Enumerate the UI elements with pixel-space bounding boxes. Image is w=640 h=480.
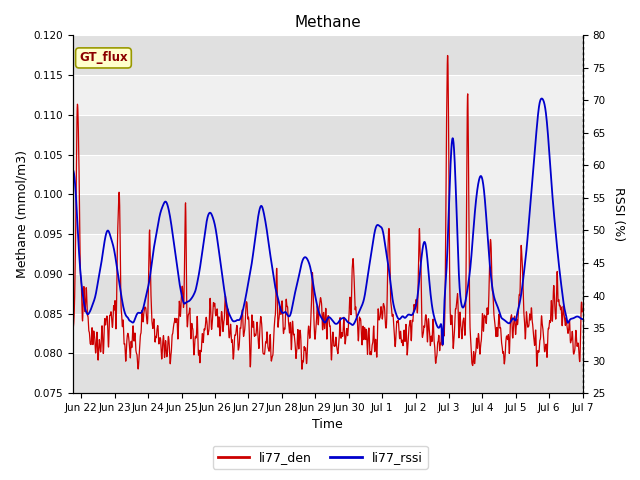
Bar [73, 75, 582, 115]
Y-axis label: Methane (mmol/m3): Methane (mmol/m3) [15, 150, 28, 278]
Bar [73, 313, 582, 353]
Bar [73, 36, 582, 75]
Bar [73, 194, 582, 234]
Y-axis label: RSSI (%): RSSI (%) [612, 187, 625, 241]
Bar [73, 234, 582, 274]
Bar [73, 274, 582, 313]
Text: GT_flux: GT_flux [79, 51, 128, 64]
X-axis label: Time: Time [312, 419, 343, 432]
Bar [73, 115, 582, 155]
Bar [73, 155, 582, 194]
Title: Methane: Methane [294, 15, 361, 30]
Bar [73, 353, 582, 393]
Legend: li77_den, li77_rssi: li77_den, li77_rssi [212, 446, 428, 469]
